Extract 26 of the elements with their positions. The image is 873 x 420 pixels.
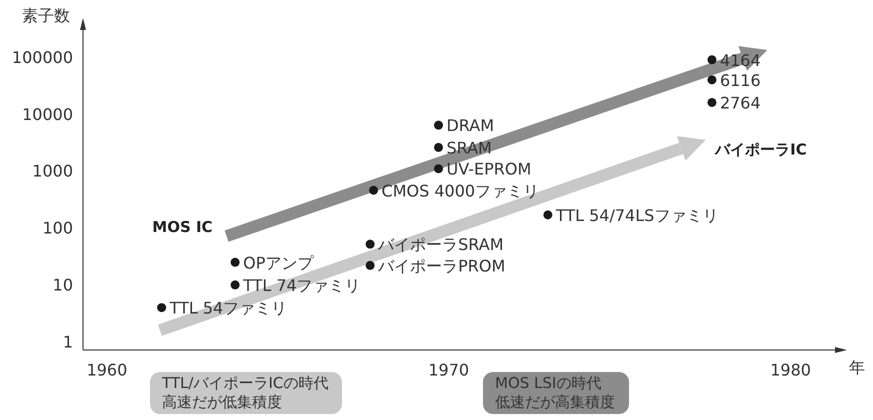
annotation: バイポーラSRAM: [377, 235, 504, 254]
y-tick-label: 100: [42, 218, 73, 238]
text: TTL/バイポーラICの時代高速だが低集積度: [150, 372, 342, 414]
annotation: 6116: [720, 70, 761, 90]
x-tick-label: 1960: [86, 360, 128, 380]
y-tick-label: 100000: [12, 48, 73, 67]
annotation: OPアンプ: [243, 253, 314, 272]
y-tick-label: 10: [52, 276, 73, 295]
legend-label: バイポーラIC: [714, 140, 807, 158]
x-axis-title: 年: [849, 358, 865, 379]
annotation: TTL 54ファミリ: [168, 298, 288, 318]
y-axis-title: 素子数: [22, 6, 70, 27]
x-tick-label: 1970: [428, 360, 470, 380]
annotation: バイポーラPROM: [377, 256, 506, 276]
x-tick-label: 1980: [770, 360, 811, 380]
series-label: MOS IC: [152, 218, 213, 236]
y-tick-label: 1000: [32, 162, 73, 181]
text: MOS LSIの時代低速だが高集積度: [483, 372, 629, 414]
annotation: TTL 74ファミリ: [242, 276, 361, 295]
y-tick-label: 1: [62, 332, 73, 352]
annotation: TTL 54/74LSファミリ: [554, 206, 718, 225]
annotation: CMOS 4000ファミリ: [382, 181, 540, 200]
y-tick-label: 10000: [22, 104, 73, 124]
annotation: UV-EPROM: [446, 160, 532, 179]
annotation: DRAM: [446, 116, 494, 136]
annotation: 2764: [720, 93, 761, 112]
